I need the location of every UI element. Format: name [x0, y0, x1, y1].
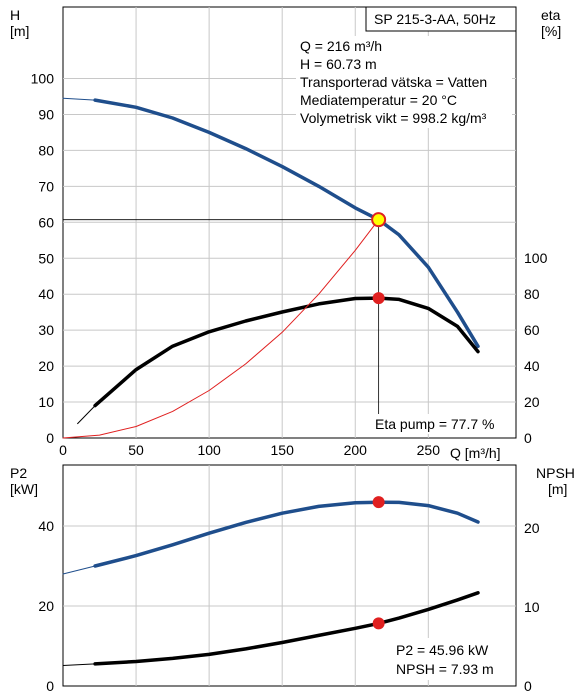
h-tick-label: 30	[38, 322, 54, 338]
bottom-right-axis-label: NPSH	[536, 465, 575, 481]
x-tick-label: 100	[197, 442, 221, 458]
bottom-info-bg	[392, 638, 508, 680]
info-line-temperature: Mediatemperatur = 20 °C	[300, 92, 457, 108]
chart-title: SP 215-3-AA, 50Hz	[374, 11, 496, 27]
top-tick-labels: 0 50 100 150 200 250 0 10 20 30 40 50 60 70 80 90 100 0 20…	[31, 71, 548, 459]
h-tick-label: 20	[38, 358, 54, 374]
bottom-left-axis-label: P2	[10, 465, 27, 481]
top-left-axis-unit: [m]	[10, 23, 29, 39]
h-tick-label: 50	[38, 250, 54, 266]
head-op-marker	[371, 212, 387, 228]
eta-op-marker	[372, 292, 385, 305]
info-box-bg	[296, 36, 512, 128]
bottom-left-axis-unit: [kW]	[10, 481, 38, 497]
top-right-axis-label: eta	[541, 7, 561, 23]
top-series-line-0	[62, 97, 96, 101]
top-grid	[63, 7, 516, 438]
p2-tick-label: 20	[38, 598, 54, 614]
x-tick-label: 200	[344, 442, 368, 458]
eta-tick-label: 20	[524, 394, 540, 410]
p2-tick-label: 40	[38, 518, 54, 534]
h-tick-label: 70	[38, 178, 54, 194]
h-tick-label: 100	[31, 71, 55, 87]
bottom-series-line-3	[93, 591, 480, 666]
bottom-series	[62, 496, 480, 666]
info-line-npsh: NPSH = 7.93 m	[396, 661, 494, 677]
p2-tick-label: 0	[46, 678, 54, 694]
h-tick-label: 60	[38, 214, 54, 230]
eta-tick-label: 60	[524, 322, 540, 338]
eta-label-bg	[372, 414, 510, 434]
h-tick-label: 80	[38, 142, 54, 158]
bottom-right-axis-unit: [m]	[548, 481, 567, 497]
npsh-tick-label: 0	[524, 678, 532, 694]
top-series-line-4	[62, 219, 380, 439]
bottom-series-line-2	[62, 663, 96, 666]
top-series-line-1	[93, 98, 480, 349]
h-tick-label: 90	[38, 106, 54, 122]
x-axis-label: Q [m³/h]	[450, 445, 501, 461]
x-tick-label: 150	[271, 442, 295, 458]
info-line-q: Q = 216 m³/h	[300, 38, 382, 54]
bottom-series-line-0	[62, 565, 96, 575]
top-right-axis-unit: [%]	[541, 23, 561, 39]
x-tick-label: 50	[128, 442, 144, 458]
info-line-density: Volymetrisk vikt = 998.2 kg/m³	[300, 110, 487, 126]
info-line-h: H = 60.73 m	[300, 56, 377, 72]
top-panel: 0 50 100 150 200 250 0 10 20 30 40 50 60 70 80 90 100 0 20…	[10, 6, 561, 461]
eta-tick-label: 100	[524, 250, 548, 266]
bottom-series-line-1	[93, 500, 480, 568]
eta-tick-label: 0	[524, 430, 532, 446]
eta-tick-label: 40	[524, 358, 540, 374]
h-tick-label: 40	[38, 286, 54, 302]
top-series-line-2	[77, 405, 96, 425]
top-left-axis-label: H	[10, 7, 20, 23]
npsh-tick-label: 20	[524, 520, 540, 536]
top-series	[62, 97, 480, 439]
info-block: Q = 216 m³/h H = 60.73 m Transporterad v…	[300, 38, 487, 126]
bottom-op-marker-1	[372, 617, 385, 630]
top-series-line-3	[93, 296, 480, 408]
info-line-liquid: Transporterad vätska = Vatten	[300, 74, 487, 90]
eta-pump-label: Eta pump = 77.7 %	[375, 416, 494, 432]
npsh-tick-label: 10	[524, 599, 540, 615]
bottom-panel: 0 20 40 0 10 20 P2 [kW] NPSH [m] P2 = 45.96 k…	[10, 464, 575, 694]
title-box	[365, 6, 517, 32]
x-tick-label: 0	[59, 442, 67, 458]
bottom-op-marker-0	[372, 496, 385, 509]
eta-tick-label: 80	[524, 286, 540, 302]
bottom-tick-labels: 0 20 40 0 10 20	[38, 518, 539, 694]
h-tick-label: 10	[38, 394, 54, 410]
h-tick-label: 0	[46, 430, 54, 446]
info-line-p2: P2 = 45.96 kW	[396, 642, 489, 658]
x-tick-label: 250	[417, 442, 441, 458]
